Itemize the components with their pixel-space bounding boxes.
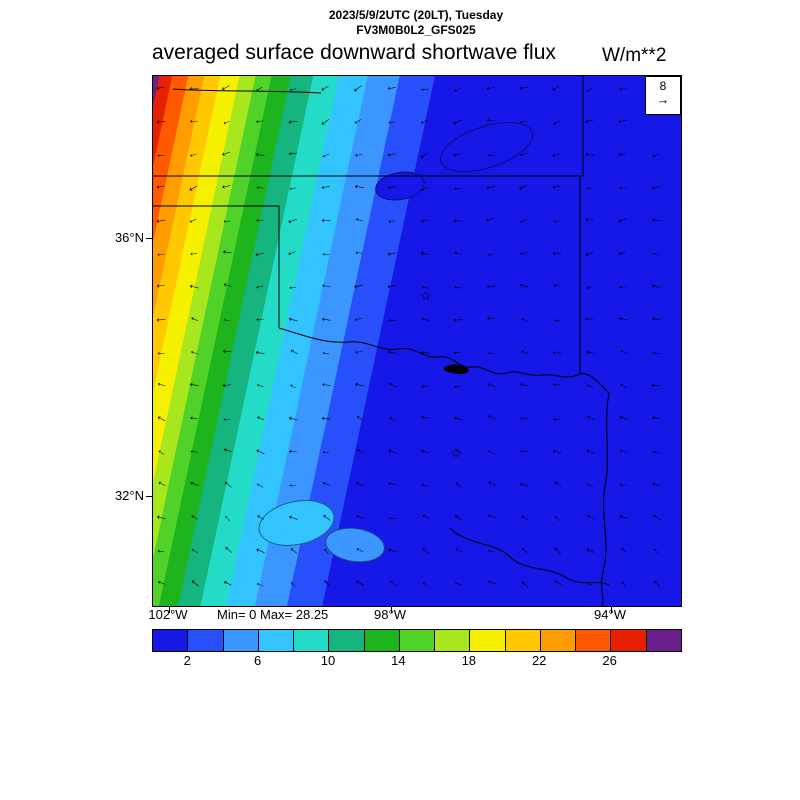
colorbar-segment — [399, 630, 436, 651]
colorbar-segment — [505, 630, 541, 651]
reference-vector-value: 8 — [659, 79, 667, 93]
lat-tick — [146, 238, 153, 239]
colorbar-segment — [646, 630, 681, 651]
lat-label-36n: 36°N — [114, 230, 144, 245]
colorbar-tick-label: 22 — [531, 653, 547, 668]
colorbar-tick-label: 18 — [461, 653, 477, 668]
plot-units-label: W/m**2 — [602, 45, 667, 66]
lat-tick — [146, 496, 153, 497]
lon-tick — [169, 606, 170, 613]
plot-model-name: FV3M0B0L2_GFS025 — [356, 23, 476, 37]
plot-datetime: 2023/5/9/2UTC (20LT), Tuesday — [328, 8, 504, 22]
colorbar-tick-label: 10 — [320, 653, 336, 668]
lon-label-94w: 94°W — [594, 607, 626, 622]
plot-title: averaged surface downward shortwave flux — [152, 41, 556, 64]
map-panel: → → → → → → → → → → → → → → → → → → → → → → → → → → → → → → → → → → → → → → → →… — [146, 75, 682, 613]
lon-label-98w: 98°W — [374, 607, 406, 622]
lon-tick — [611, 606, 612, 613]
colorbar-segment — [329, 630, 365, 651]
colorbar — [152, 629, 682, 652]
lat-label-32n: 32°N — [114, 488, 144, 503]
reference-vector-arrow-icon: → — [656, 92, 670, 107]
city-star-icon: ☆ — [450, 445, 462, 461]
lon-label-102w: 102°W — [148, 607, 188, 622]
minmax-label: Min= 0 Max= 28.25 — [217, 607, 329, 622]
colorbar-tick-label: 6 — [253, 653, 262, 668]
colorbar-segment — [470, 630, 506, 651]
reference-vector-box: 8 → — [645, 76, 681, 115]
colorbar-segment — [364, 630, 400, 651]
colorbar-segment — [223, 630, 259, 651]
colorbar-segment — [153, 630, 189, 651]
colorbar-segment — [294, 630, 330, 651]
colorbar-tick-label: 14 — [391, 653, 406, 668]
colorbar-segment — [258, 630, 295, 651]
colorbar-segment — [611, 630, 647, 651]
colorbar-segment — [435, 630, 471, 651]
city-star-icon: ☆ — [420, 288, 432, 304]
colorbar-segment — [576, 630, 612, 651]
colorbar-segment — [540, 630, 577, 651]
colorbar-tick-label: 26 — [602, 653, 617, 668]
colorbar-segment — [188, 630, 224, 651]
city-markers: ☆ ☆ — [153, 76, 681, 606]
lon-tick — [391, 606, 392, 613]
colorbar-tick-label: 2 — [183, 653, 191, 668]
colorbar-labels: 2 6 10 14 18 22 26 — [152, 653, 680, 669]
